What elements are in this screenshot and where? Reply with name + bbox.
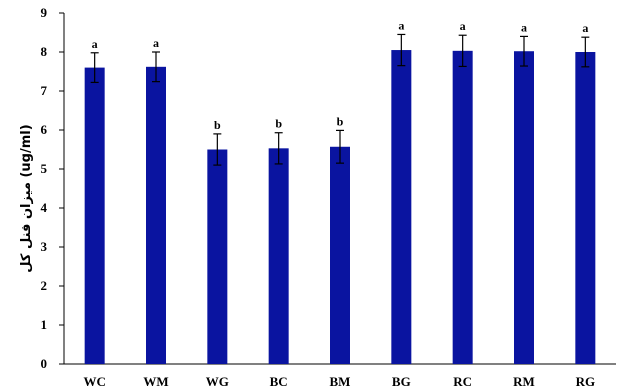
y-tick-label: 3 <box>41 239 48 254</box>
bar <box>575 52 596 364</box>
x-category-label: WM <box>143 374 168 389</box>
y-axis-title: میزان فنل کل (ug/ml) <box>19 124 34 272</box>
y-tick-label: 2 <box>41 278 48 293</box>
x-category-label: BM <box>330 374 351 389</box>
bar <box>146 66 166 364</box>
x-category-label: RC <box>453 374 472 389</box>
significance-label: a <box>582 21 588 35</box>
significance-label: a <box>521 20 527 34</box>
bar <box>452 50 473 364</box>
bars <box>84 50 596 365</box>
y-tick-label: 9 <box>41 5 48 20</box>
x-category-labels: WC WM WG BC BM BG RC RM RG <box>83 374 595 389</box>
y-tick-label: 4 <box>41 200 48 215</box>
y-tick-label: 0 <box>41 356 48 371</box>
significance-label: a <box>153 36 159 50</box>
bar <box>514 51 534 364</box>
bar <box>268 148 289 364</box>
y-tick-label: 5 <box>41 161 48 176</box>
y-tick-label: 6 <box>41 122 48 137</box>
y-tick-label: 1 <box>41 317 48 332</box>
y-tick-labels: 0 1 2 3 4 5 6 7 8 9 <box>41 5 48 371</box>
x-category-label: BG <box>392 374 411 389</box>
error-bars <box>90 33 590 166</box>
significance-labels: a a b b b a a a a <box>92 18 589 131</box>
x-category-label: BC <box>270 374 288 389</box>
bar <box>84 67 105 364</box>
significance-label: b <box>214 118 221 132</box>
significance-label: a <box>460 19 466 33</box>
significance-label: b <box>275 117 282 131</box>
significance-label: b <box>337 114 344 128</box>
significance-label: a <box>398 18 404 32</box>
bar <box>330 146 350 364</box>
x-category-label: RG <box>576 374 596 389</box>
y-tick-label: 8 <box>41 44 48 59</box>
x-category-label: WC <box>83 374 105 389</box>
y-axis-ticks <box>59 12 64 365</box>
y-tick-label: 7 <box>41 83 48 98</box>
bar <box>207 149 228 364</box>
bar <box>391 50 412 365</box>
x-category-label: RM <box>513 374 535 389</box>
significance-label: a <box>92 37 98 51</box>
x-category-label: WG <box>206 374 229 389</box>
